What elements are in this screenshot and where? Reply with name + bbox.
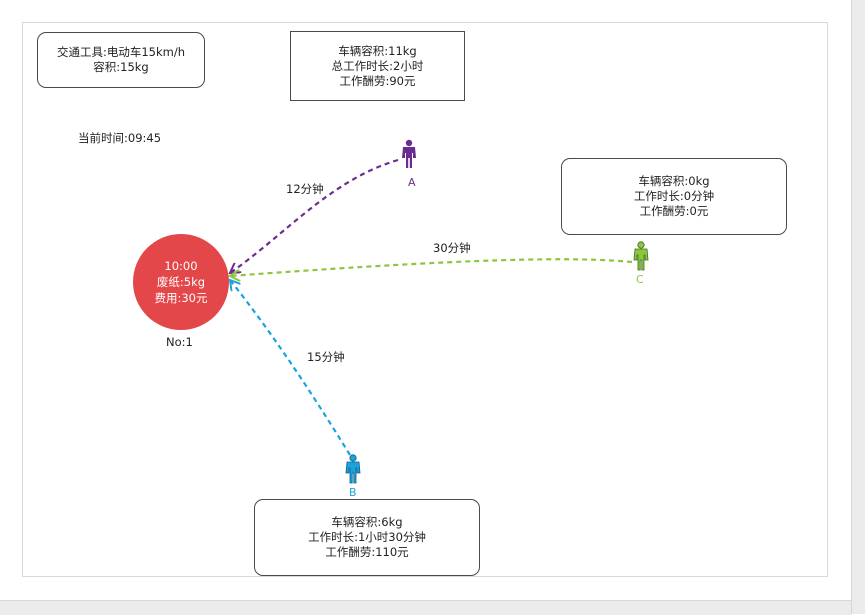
route-line-a — [230, 158, 399, 273]
transport-info-box: 交通工具:电动车15km/h 容积:15kg — [37, 32, 205, 88]
current-time-label: 当前时间:09:45 — [78, 131, 162, 145]
transport-line: 交通工具:电动车15km/h — [56, 45, 186, 59]
depot-fee: 费用:30元 — [154, 291, 208, 305]
worker-c-capacity: 车辆容积:0kg — [638, 174, 710, 188]
worker-b-pay: 工作酬劳:110元 — [325, 545, 409, 559]
worker-a-label: A — [408, 176, 416, 189]
worker-a-pay: 工作酬劳:90元 — [339, 73, 416, 88]
worker-b-capacity: 车辆容积:6kg — [331, 515, 403, 529]
worker-c-duration: 工作时长:0分钟 — [633, 189, 715, 203]
worker-b-label: B — [349, 486, 357, 499]
route-a-time: 12分钟 — [286, 182, 324, 196]
depot-time: 10:00 — [164, 259, 198, 273]
worker-c-label: C — [636, 273, 644, 286]
worker-b-stats-box: 车辆容积:6kg 工作时长:1小时30分钟 工作酬劳:110元 — [254, 499, 480, 576]
person-icon — [345, 454, 361, 484]
route-c-time: 30分钟 — [433, 241, 471, 255]
depot-number: No:1 — [166, 335, 193, 349]
worker-a-stats-box: 车辆容积:11kg 总工作时长:2小时 工作酬劳:90元 — [290, 31, 465, 101]
worker-c-stats-box: 车辆容积:0kg 工作时长:0分钟 工作酬劳:0元 — [561, 158, 787, 235]
worker-b-duration: 工作时长:1小时30分钟 — [308, 530, 426, 544]
vertical-scrollbar[interactable] — [851, 0, 865, 614]
person-icon — [633, 241, 649, 271]
route-b-time: 15分钟 — [307, 350, 345, 364]
route-line-c — [230, 258, 633, 276]
horizontal-scrollbar[interactable] — [0, 600, 851, 615]
collection-point-node[interactable]: 10:00 废纸:5kg 费用:30元 — [133, 234, 229, 330]
worker-a-duration: 总工作时长:2小时 — [331, 58, 424, 73]
worker-a-capacity: 车辆容积:11kg — [338, 43, 417, 58]
route-line-b — [230, 280, 351, 456]
depot-waste: 废纸:5kg — [156, 275, 206, 289]
person-icon — [402, 139, 416, 168]
worker-c-pay: 工作酬劳:0元 — [639, 204, 709, 218]
capacity-line: 容积:15kg — [93, 60, 149, 74]
